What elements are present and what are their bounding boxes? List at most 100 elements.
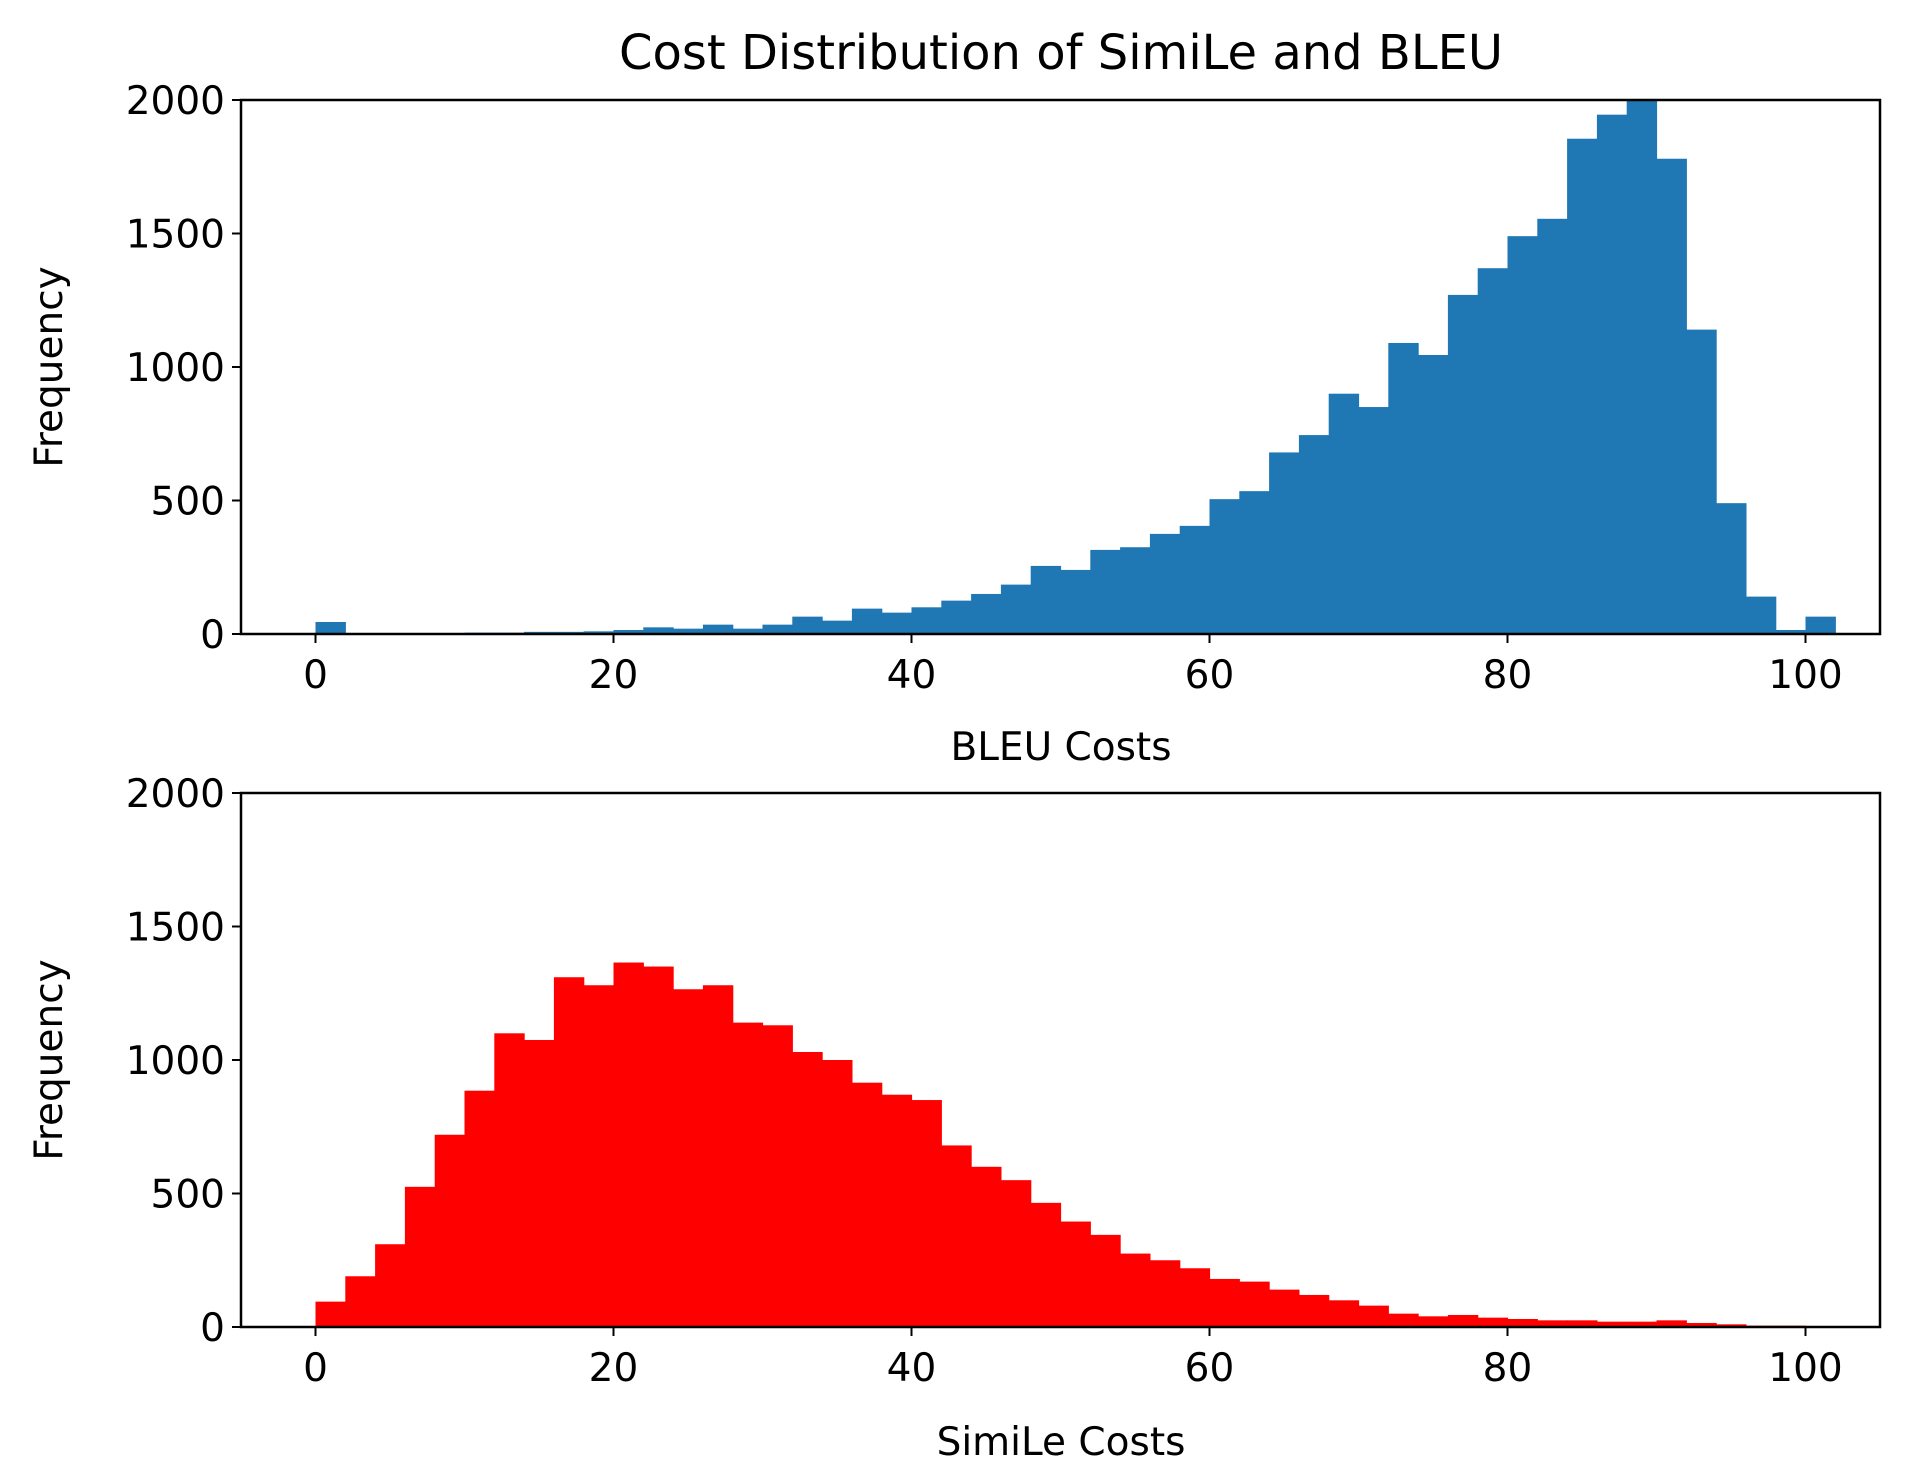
simile-bar — [792, 1051, 823, 1327]
bleu-x-ticks: 0 20 40 60 80 100 — [303, 634, 1843, 698]
simile-bar — [1120, 1253, 1151, 1327]
simile-bar — [911, 1100, 942, 1327]
simile-bar — [1596, 1321, 1628, 1327]
bleu-bar — [1745, 596, 1777, 634]
simile-y-tick-label: 0 — [200, 1306, 225, 1351]
bleu-x-tick-label: 40 — [887, 653, 937, 698]
bleu-bar — [1626, 100, 1658, 634]
bleu-bar — [583, 631, 615, 634]
simile-bar — [1269, 1289, 1300, 1327]
simile-bar — [762, 1025, 793, 1327]
simile-bar — [613, 962, 644, 1327]
simile-bar — [1626, 1321, 1658, 1327]
simile-bar — [1358, 1305, 1389, 1327]
bleu-y-tick-label: 1500 — [126, 213, 225, 258]
simile-x-tick-label: 40 — [887, 1346, 937, 1391]
simile-bar — [1239, 1281, 1270, 1327]
bleu-x-tick-label: 60 — [1185, 653, 1235, 698]
bleu-bar — [941, 600, 972, 635]
simile-bar — [1000, 1180, 1032, 1327]
bleu-bar — [1507, 236, 1538, 635]
bleu-bar — [1060, 569, 1091, 634]
bleu-bar — [1090, 549, 1121, 634]
simile-bars — [315, 962, 1807, 1327]
bleu-bar — [1030, 565, 1062, 634]
simile-bar — [881, 1094, 913, 1327]
bleu-bar — [673, 628, 704, 634]
bleu-x-tick-label: 0 — [303, 653, 328, 698]
bleu-bar — [881, 612, 913, 634]
simile-bar — [1507, 1318, 1538, 1327]
bleu-histogram: 0 20 40 60 80 100 0 500 1000 1500 2000 BLEU Costs… — [27, 79, 1882, 770]
simile-x-tick-label: 100 — [1768, 1346, 1842, 1391]
bleu-y-tick-label: 0 — [200, 613, 225, 658]
simile-y-ticks: 0 500 1000 1500 2000 — [126, 772, 241, 1351]
simile-bar — [702, 985, 734, 1327]
bleu-bar — [1418, 354, 1449, 634]
simile-x-tick-label: 80 — [1483, 1346, 1533, 1391]
bleu-y-tick-label: 500 — [151, 480, 225, 525]
simile-bar — [494, 1033, 525, 1327]
bleu-bar — [1209, 499, 1240, 634]
simile-bar — [732, 1022, 764, 1327]
simile-bar — [941, 1145, 972, 1327]
simile-y-tick-label: 1500 — [126, 906, 225, 951]
simile-x-tick-label: 0 — [303, 1346, 328, 1391]
simile-bar — [1716, 1324, 1747, 1327]
simile-bar — [434, 1134, 466, 1327]
bleu-bar — [702, 624, 734, 634]
bleu-bar — [1775, 630, 1807, 634]
bleu-bar — [1716, 503, 1747, 634]
simile-x-axis-label: SimiLe Costs — [937, 1420, 1186, 1465]
bleu-bar — [1298, 435, 1330, 634]
simile-bar — [1149, 1260, 1181, 1327]
bleu-bar — [1000, 584, 1032, 634]
simile-bar — [345, 1276, 376, 1327]
bleu-y-ticks: 0 500 1000 1500 2000 — [126, 79, 241, 658]
simile-bar — [315, 1301, 346, 1327]
simile-bar — [1447, 1314, 1479, 1327]
bleu-bar — [1120, 547, 1151, 634]
simile-histogram: 0 20 40 60 80 100 0 500 1000 1500 2000 SimiLe Cos… — [27, 772, 1882, 1465]
bleu-bar — [1686, 329, 1717, 634]
bleu-x-tick-label: 20 — [589, 653, 639, 698]
simile-bar — [404, 1186, 436, 1327]
simile-bar — [1209, 1278, 1240, 1327]
simile-bar — [1567, 1320, 1598, 1327]
simile-y-tick-label: 500 — [151, 1173, 225, 1218]
simile-bar — [971, 1166, 1002, 1327]
bleu-bar — [1388, 342, 1419, 634]
bleu-bar — [1239, 491, 1270, 634]
bleu-bar — [732, 628, 764, 634]
chart-title: Cost Distribution of SimiLe and BLEU — [619, 25, 1503, 81]
simile-bar — [851, 1082, 883, 1327]
bleu-y-tick-label: 2000 — [126, 79, 225, 124]
bleu-bar — [1269, 452, 1300, 634]
simile-bar — [1537, 1320, 1568, 1327]
simile-bar — [553, 977, 585, 1327]
simile-bar — [375, 1244, 406, 1327]
bleu-bar — [851, 608, 883, 634]
bleu-bar — [613, 630, 644, 634]
bleu-bar — [822, 620, 853, 634]
simile-bar — [822, 1060, 853, 1327]
simile-y-axis-label: Frequency — [27, 959, 72, 1160]
simile-bar — [1656, 1320, 1687, 1327]
bleu-bars — [315, 100, 1836, 635]
simile-bar — [583, 985, 615, 1327]
bleu-x-tick-label: 100 — [1768, 653, 1842, 698]
bleu-bar — [1358, 407, 1389, 634]
bleu-bar — [643, 627, 674, 634]
bleu-bar — [1447, 294, 1479, 634]
simile-bar — [1686, 1322, 1717, 1327]
bleu-bar — [1477, 268, 1509, 634]
simile-bar — [1030, 1202, 1062, 1327]
simile-bar — [1328, 1300, 1360, 1327]
simile-bar — [464, 1090, 495, 1327]
bleu-bar — [315, 621, 346, 634]
bleu-bar — [1805, 616, 1836, 634]
bleu-x-tick-label: 80 — [1483, 653, 1533, 698]
simile-bar — [1418, 1316, 1449, 1327]
simile-x-tick-label: 20 — [589, 1346, 639, 1391]
